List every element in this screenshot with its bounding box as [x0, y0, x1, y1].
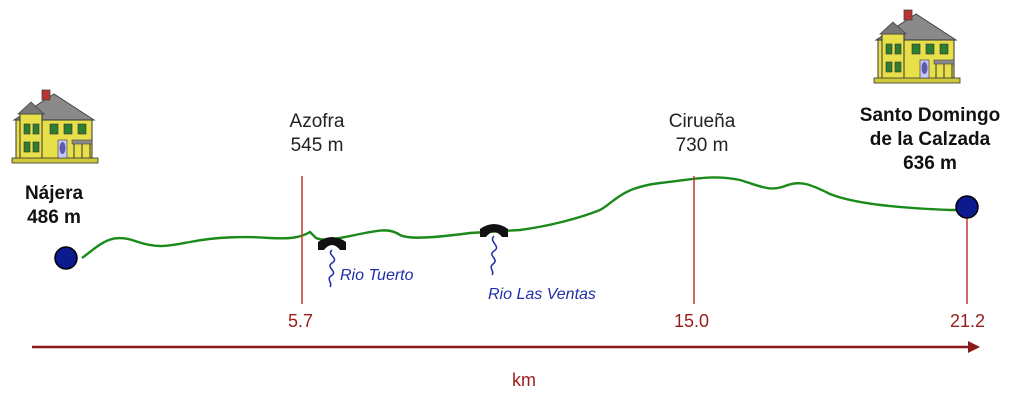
town-name: Nájera	[24, 183, 84, 204]
town-label-azofra: Azofra 545 m	[262, 110, 372, 158]
town-label-santo-domingo: Santo Domingo de la Calzada 636 m	[840, 104, 1020, 176]
house-icon	[873, 9, 961, 84]
elevation-profile-line	[81, 176, 966, 259]
river-label-tuerto: Rio Tuerto	[340, 267, 414, 284]
town-elevation: 636 m	[903, 153, 957, 174]
river-squiggle-icon	[490, 235, 498, 276]
house-icon	[11, 89, 99, 164]
town-elevation: 486 m	[27, 207, 81, 228]
town-elevation: 730 m	[675, 135, 729, 156]
endpoint-start	[54, 246, 78, 270]
km-label-azofra: 5.7	[288, 311, 314, 331]
bridge-icon	[480, 224, 508, 237]
town-label-ciruena: Cirueña 730 m	[642, 110, 762, 158]
river-squiggle-icon	[328, 249, 336, 288]
km-label-ciruena: 15.0	[674, 311, 710, 331]
town-name-line2: de la Calzada	[869, 129, 991, 150]
river-label-las-ventas: Rio Las Ventas	[488, 286, 596, 303]
km-label-santo-domingo: 21.2	[950, 311, 986, 331]
endpoint-end	[955, 195, 979, 219]
town-elevation: 545 m	[290, 135, 344, 156]
town-label-najera: Nájera 486 m	[4, 182, 104, 230]
axis-unit-label: km	[512, 370, 536, 390]
town-name-line1: Santo Domingo	[859, 105, 1001, 126]
town-name: Cirueña	[668, 111, 736, 132]
town-name: Azofra	[289, 111, 345, 132]
